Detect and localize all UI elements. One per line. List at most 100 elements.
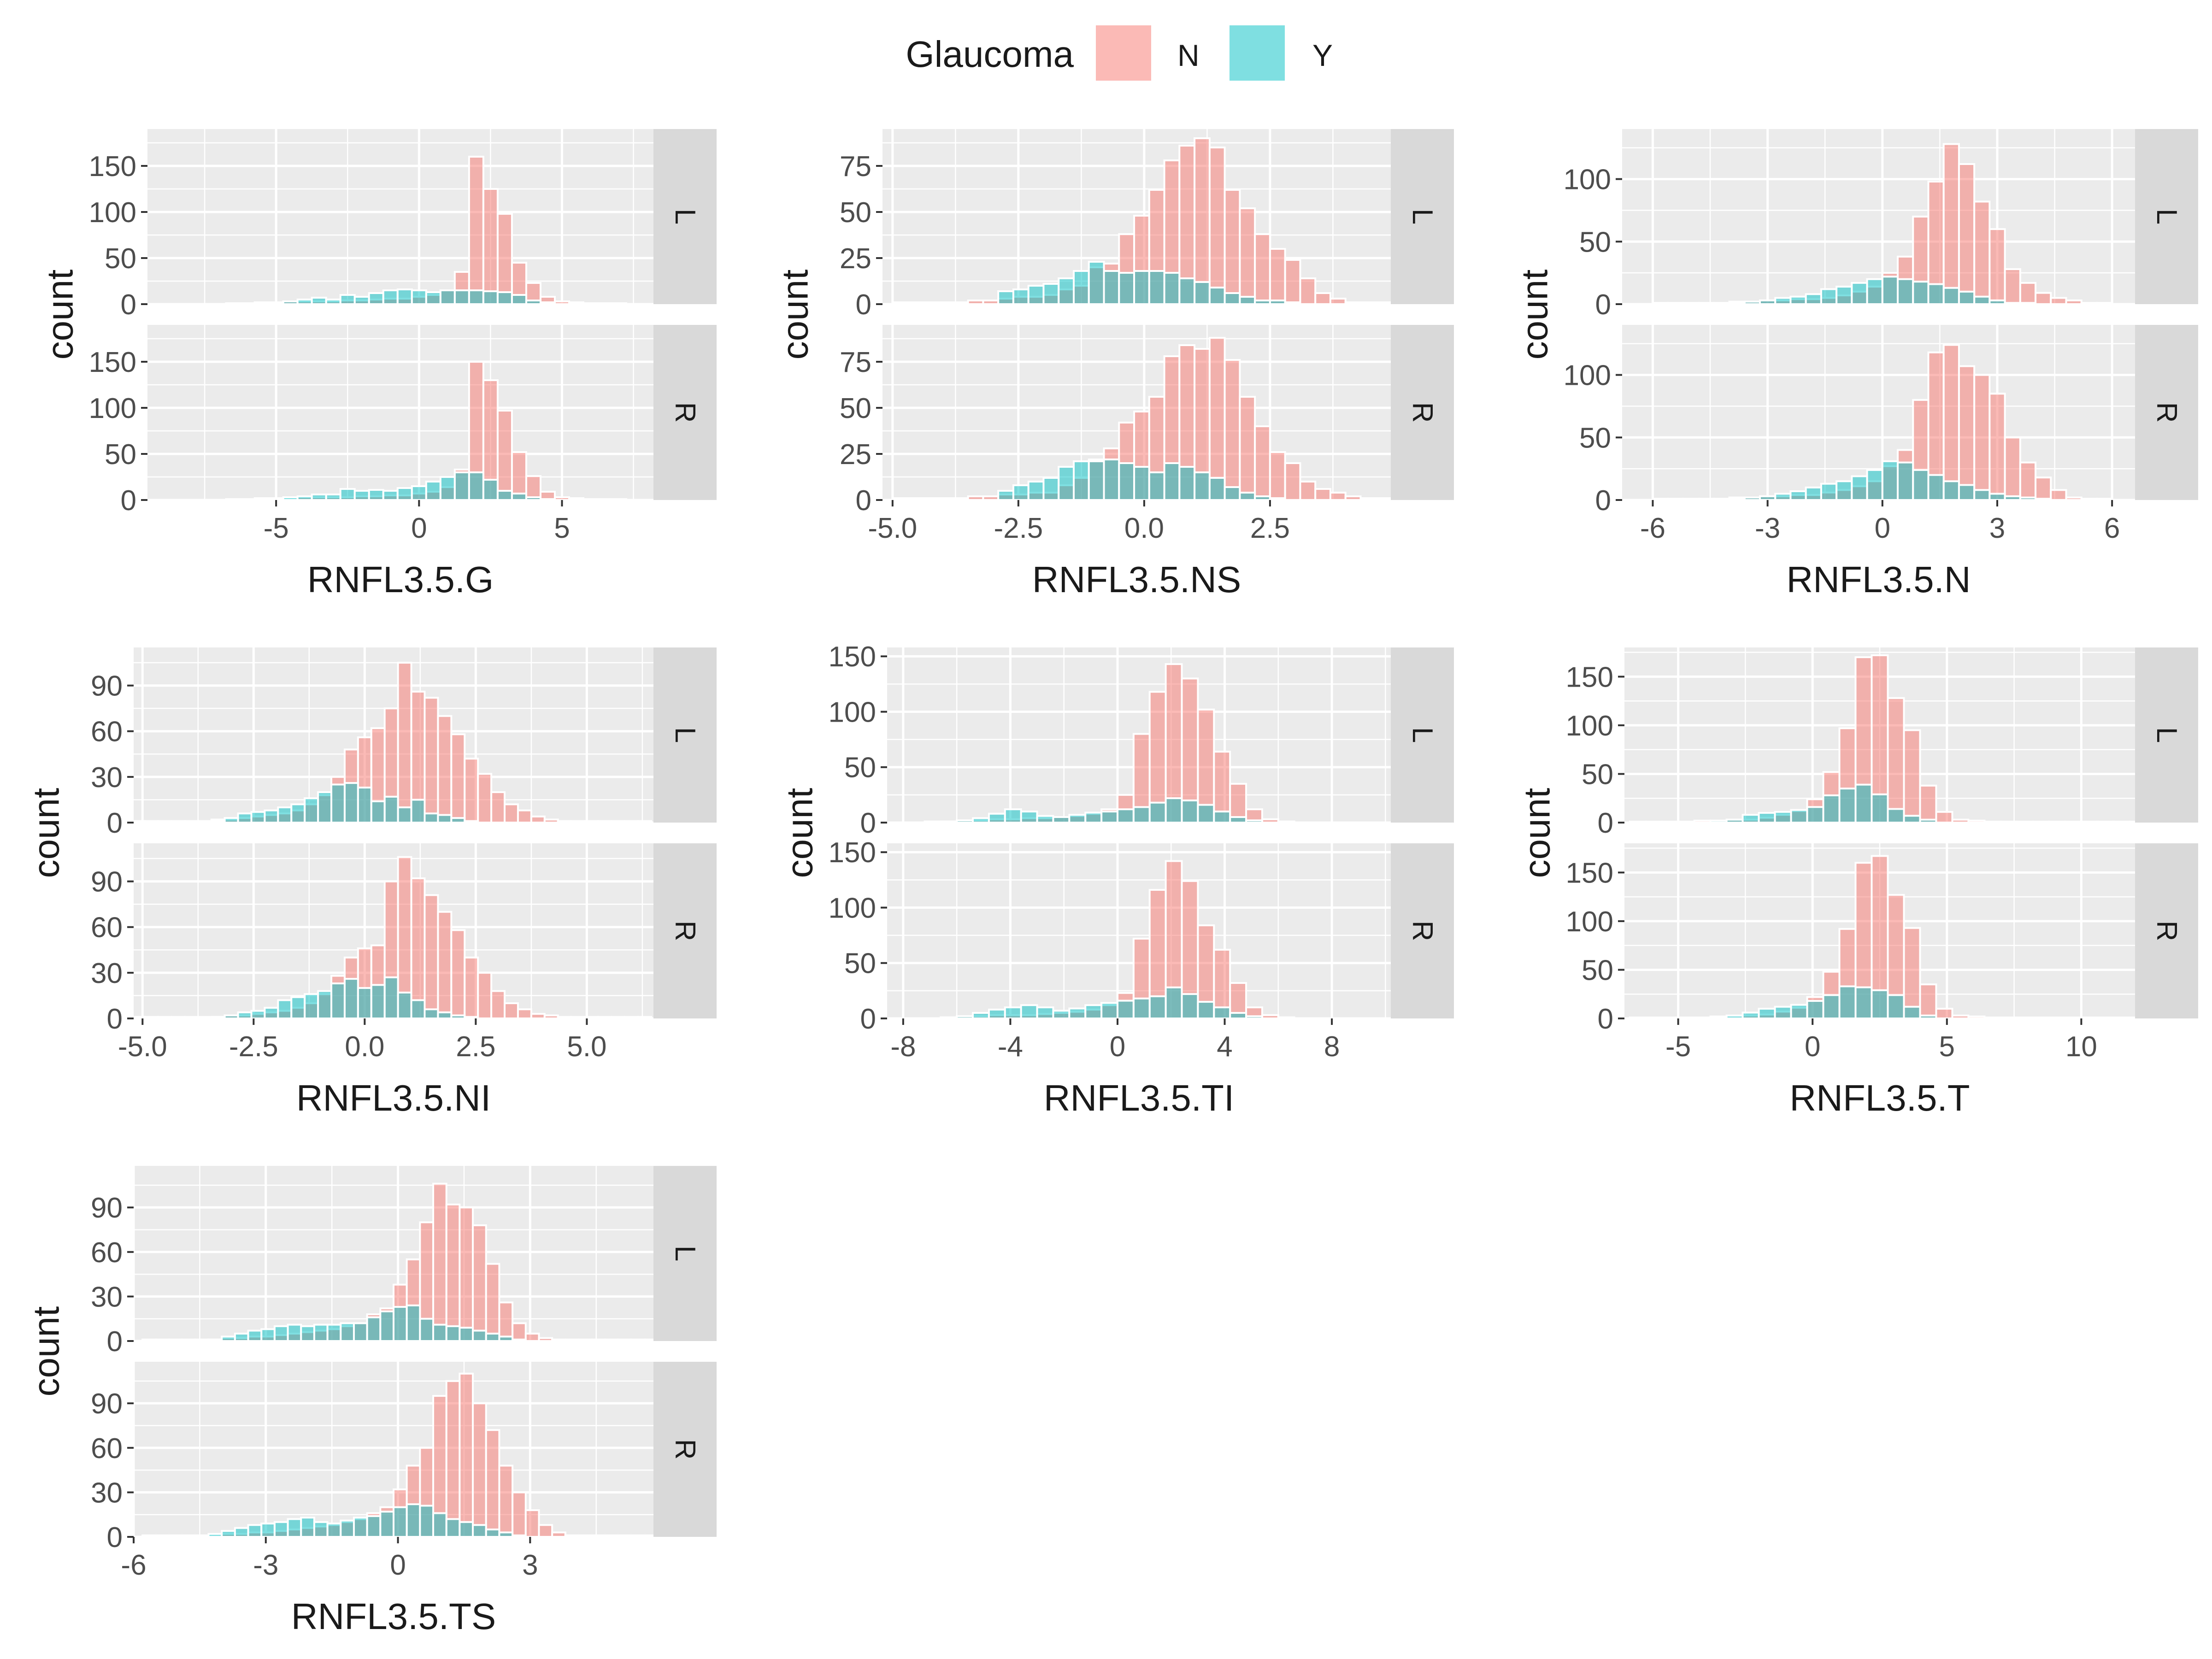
bar-N xyxy=(477,773,493,824)
y-tick-label: 25 xyxy=(840,439,871,471)
bar-Y xyxy=(496,490,513,501)
bar-Y xyxy=(1866,469,1883,501)
bar-Y xyxy=(313,1324,329,1342)
y-tick-label: 90 xyxy=(91,671,123,702)
bar-Y xyxy=(330,783,346,824)
facet-R: 0 50 100 150 R xyxy=(89,325,717,517)
bar-Y xyxy=(1103,270,1120,305)
bar-Y xyxy=(210,1016,226,1019)
bar-N xyxy=(524,1509,540,1538)
y-tick-label: 150 xyxy=(829,837,876,869)
bar-N xyxy=(1988,228,2006,305)
bar-N xyxy=(1652,302,1669,305)
bar-N xyxy=(538,1337,553,1342)
bar-N xyxy=(1645,820,1663,824)
bar-N xyxy=(967,300,984,305)
bar-N xyxy=(617,1534,633,1538)
bar-N xyxy=(477,971,493,1020)
bar-N xyxy=(1935,1007,1953,1020)
bar-N xyxy=(498,1301,514,1342)
bar-Y xyxy=(224,817,239,824)
bar-Y xyxy=(539,498,556,501)
bar-N xyxy=(1314,488,1331,501)
x-tick-label: -5 xyxy=(1665,1031,1691,1063)
bar-Y xyxy=(437,814,453,824)
bar-Y xyxy=(1181,799,1199,824)
bar-Y xyxy=(1254,300,1271,305)
y-tick-label: 150 xyxy=(89,347,136,378)
bar-N xyxy=(170,820,186,824)
bar-Y xyxy=(1133,466,1150,501)
bar-Y xyxy=(247,1524,263,1538)
facet-L: 0 25 50 75 L xyxy=(840,129,1454,321)
bar-N xyxy=(144,1016,159,1019)
bar-Y xyxy=(459,1327,474,1342)
bar-Y xyxy=(370,984,386,1020)
bar-Y xyxy=(1088,460,1105,501)
bar-Y xyxy=(353,296,370,305)
bar-N xyxy=(891,497,909,501)
bar-Y xyxy=(221,1530,236,1538)
bar-Y xyxy=(1052,1010,1071,1019)
bar-Y xyxy=(1973,295,1991,306)
x-tick-label: 3 xyxy=(1989,512,2005,544)
bar-N xyxy=(1299,481,1317,501)
bar-N xyxy=(630,1534,646,1538)
bar-Y xyxy=(485,1528,500,1538)
y-axis-title: count xyxy=(779,788,820,878)
bar-Y xyxy=(2004,302,2021,305)
bar-Y xyxy=(290,996,306,1019)
bar-Y xyxy=(1806,1000,1824,1019)
facet-strip xyxy=(2135,129,2198,304)
bar-N xyxy=(591,1338,606,1342)
bar-Y xyxy=(1728,302,1746,305)
bar-Y xyxy=(1912,281,1930,306)
bar-Y xyxy=(1789,295,1807,306)
bar-N xyxy=(1698,302,1715,305)
bar-N xyxy=(611,302,628,305)
bar-N xyxy=(967,495,984,501)
bar-Y xyxy=(2019,302,2037,305)
bar-Y xyxy=(464,1016,479,1019)
bar-Y xyxy=(1068,814,1087,824)
y-tick-label: 90 xyxy=(91,866,123,898)
bar-Y xyxy=(1012,484,1030,501)
y-tick-label: 50 xyxy=(844,948,876,980)
facet-strip-label: R xyxy=(669,921,701,941)
y-axis-title: count xyxy=(1514,270,1555,360)
bar-N xyxy=(181,1534,196,1538)
bar-Y xyxy=(237,1011,253,1020)
bar-N xyxy=(154,1534,170,1538)
bar-Y xyxy=(1838,985,1857,1019)
bar-Y xyxy=(445,1518,461,1538)
bar-N xyxy=(144,820,159,824)
x-tick-label: 5 xyxy=(1939,1031,1955,1063)
bar-Y xyxy=(445,1325,461,1342)
bar-N xyxy=(1261,818,1279,824)
histogram-panel-RNFL3.5.T: 0 50 100 150 L 0 50 100 150 R -5 0 5 10 RNFL3.5.T count xyxy=(1517,647,2198,1118)
bar-N xyxy=(2004,436,2021,501)
bar-Y xyxy=(1942,480,1960,501)
bar-N xyxy=(512,1491,527,1538)
facet-L: 0 50 100 L xyxy=(1564,129,2198,321)
bar-Y xyxy=(1790,1004,1808,1019)
bar-Y xyxy=(1919,818,1937,824)
bar-N xyxy=(2000,820,2018,824)
bar-Y xyxy=(482,290,499,305)
bar-Y xyxy=(511,294,527,305)
bar-N xyxy=(1693,819,1712,824)
bar-N xyxy=(445,1380,461,1538)
bar-N xyxy=(611,498,628,501)
bar-N xyxy=(597,498,613,501)
bar-Y xyxy=(1020,1004,1038,1019)
bar-Y xyxy=(207,1338,223,1342)
bar-Y xyxy=(450,817,466,824)
bar-N xyxy=(2095,498,2113,501)
bar-N xyxy=(445,1203,461,1342)
bar-Y xyxy=(1042,477,1060,501)
bar-Y xyxy=(1027,285,1045,305)
histogram-panel-RNFL3.5.N: 0 50 100 L 0 50 100 R -6 -3 0 3 6 RNFL3.5.N count xyxy=(1514,129,2198,600)
bar-N xyxy=(517,809,532,824)
legend-key-n xyxy=(1096,25,1151,81)
x-tick-label: -5 xyxy=(264,512,289,544)
